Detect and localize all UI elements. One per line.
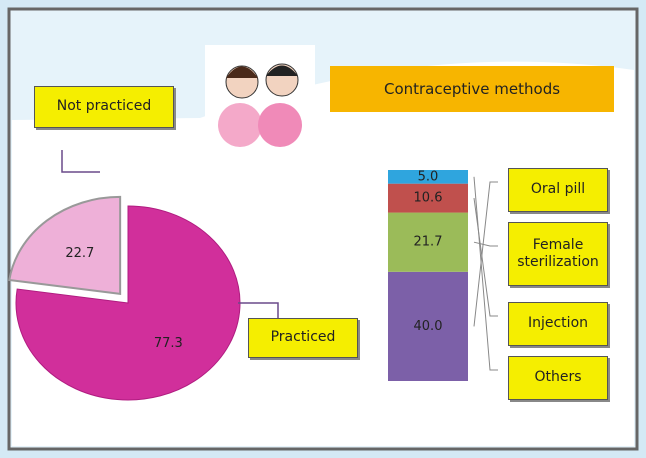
pie-slice xyxy=(15,205,241,401)
bar-segment xyxy=(388,170,468,184)
value-label: 40.0 xyxy=(414,319,443,334)
pie-slice xyxy=(8,195,122,296)
chart-title: Contraceptive methods xyxy=(330,66,614,112)
bar-segment xyxy=(388,212,468,272)
groom-hair xyxy=(266,65,298,76)
couple-image xyxy=(205,45,315,157)
value-label: 77.3 xyxy=(154,336,183,351)
value-label: 21.7 xyxy=(414,235,443,250)
legend-label: Others xyxy=(508,356,608,400)
category-label: Practiced xyxy=(248,318,358,358)
legend-label: Injection xyxy=(508,302,608,346)
connector xyxy=(238,302,279,318)
connector xyxy=(473,181,498,327)
bride-hair xyxy=(226,66,258,78)
legend-label: Oral pill xyxy=(508,168,608,212)
connector xyxy=(61,150,100,173)
value-label: 10.6 xyxy=(414,191,443,206)
legend-label: Female sterilization xyxy=(508,222,608,286)
value-label: 5.0 xyxy=(418,169,439,184)
value-label: 22.7 xyxy=(65,246,94,261)
bar-segment xyxy=(388,271,468,381)
category-label: Not practiced xyxy=(34,86,174,128)
heart-decor xyxy=(258,103,302,147)
heart-decor xyxy=(218,103,262,147)
bar-segment xyxy=(388,183,468,213)
connector xyxy=(473,176,498,371)
